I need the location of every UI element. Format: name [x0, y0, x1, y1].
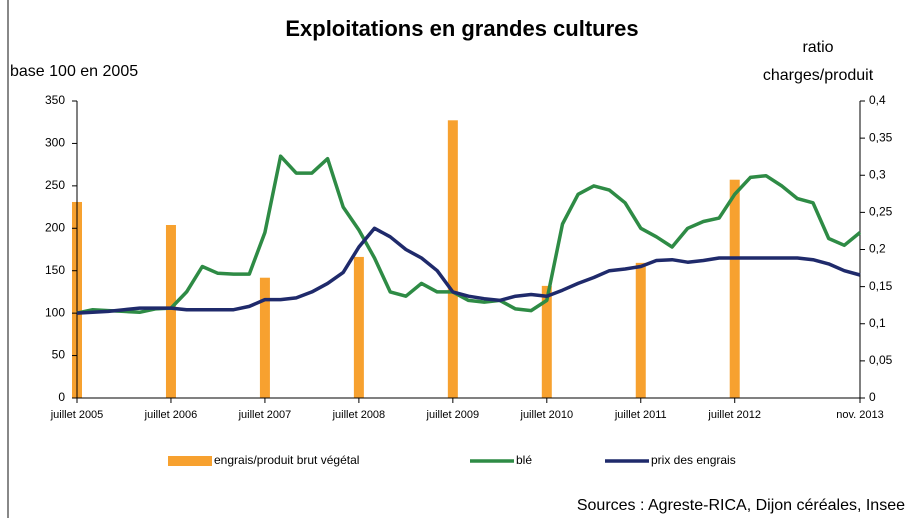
line [76, 226, 861, 315]
y-axis-label: base 100 en 2005 [10, 63, 138, 80]
bar [165, 224, 176, 398]
legend-swatch [168, 456, 212, 466]
y-tick-label: 0 [58, 390, 65, 404]
x-tick-label: nov. 2013 [836, 409, 884, 421]
bar [635, 262, 646, 398]
y2-tick-label: 0,25 [869, 205, 893, 219]
line [76, 154, 862, 315]
y-tick-label: 50 [52, 348, 66, 362]
x-tick-label: juillet 2008 [332, 409, 386, 421]
y2-tick-label: 0,1 [869, 316, 886, 330]
chart-title: Exploitations en grandes cultures [285, 16, 638, 41]
x-tick-label: juillet 2007 [238, 409, 292, 421]
legend-label: engrais/produit brut végétal [214, 453, 359, 467]
y2-tick-label: 0,2 [869, 242, 886, 256]
y2-axis-label: ratio [802, 39, 833, 56]
bar [447, 120, 458, 399]
y-tick-label: 100 [45, 305, 65, 319]
legend-label: blé [516, 453, 532, 467]
y2-tick-label: 0,15 [869, 279, 893, 293]
bar [729, 179, 740, 398]
x-tick-label: juillet 2005 [50, 409, 104, 421]
y2-tick-label: 0 [869, 390, 876, 404]
legend-label: prix des engrais [651, 453, 736, 467]
x-tick-label: juillet 2010 [520, 409, 574, 421]
y2-tick-label: 0,4 [869, 93, 886, 107]
y2-axis-label: charges/produit [763, 67, 874, 84]
x-tick-label: juillet 2009 [426, 409, 480, 421]
y-tick-label: 300 [45, 136, 65, 150]
y-tick-label: 250 [45, 178, 65, 192]
bar [541, 285, 552, 398]
x-tick-label: juillet 2012 [707, 409, 761, 421]
x-tick-label: juillet 2011 [614, 409, 667, 421]
y2-tick-label: 0,3 [869, 167, 886, 181]
x-tick-label: juillet 2006 [144, 409, 198, 421]
source-note: Sources : Agreste-RICA, Dijon céréales, … [577, 497, 905, 514]
y-tick-label: 350 [45, 93, 65, 107]
y2-tick-label: 0,35 [869, 130, 893, 144]
y-tick-label: 150 [45, 263, 65, 277]
y-tick-label: 200 [45, 220, 65, 234]
y2-tick-label: 0,05 [869, 353, 893, 367]
bar [353, 256, 364, 398]
bar [259, 277, 270, 398]
